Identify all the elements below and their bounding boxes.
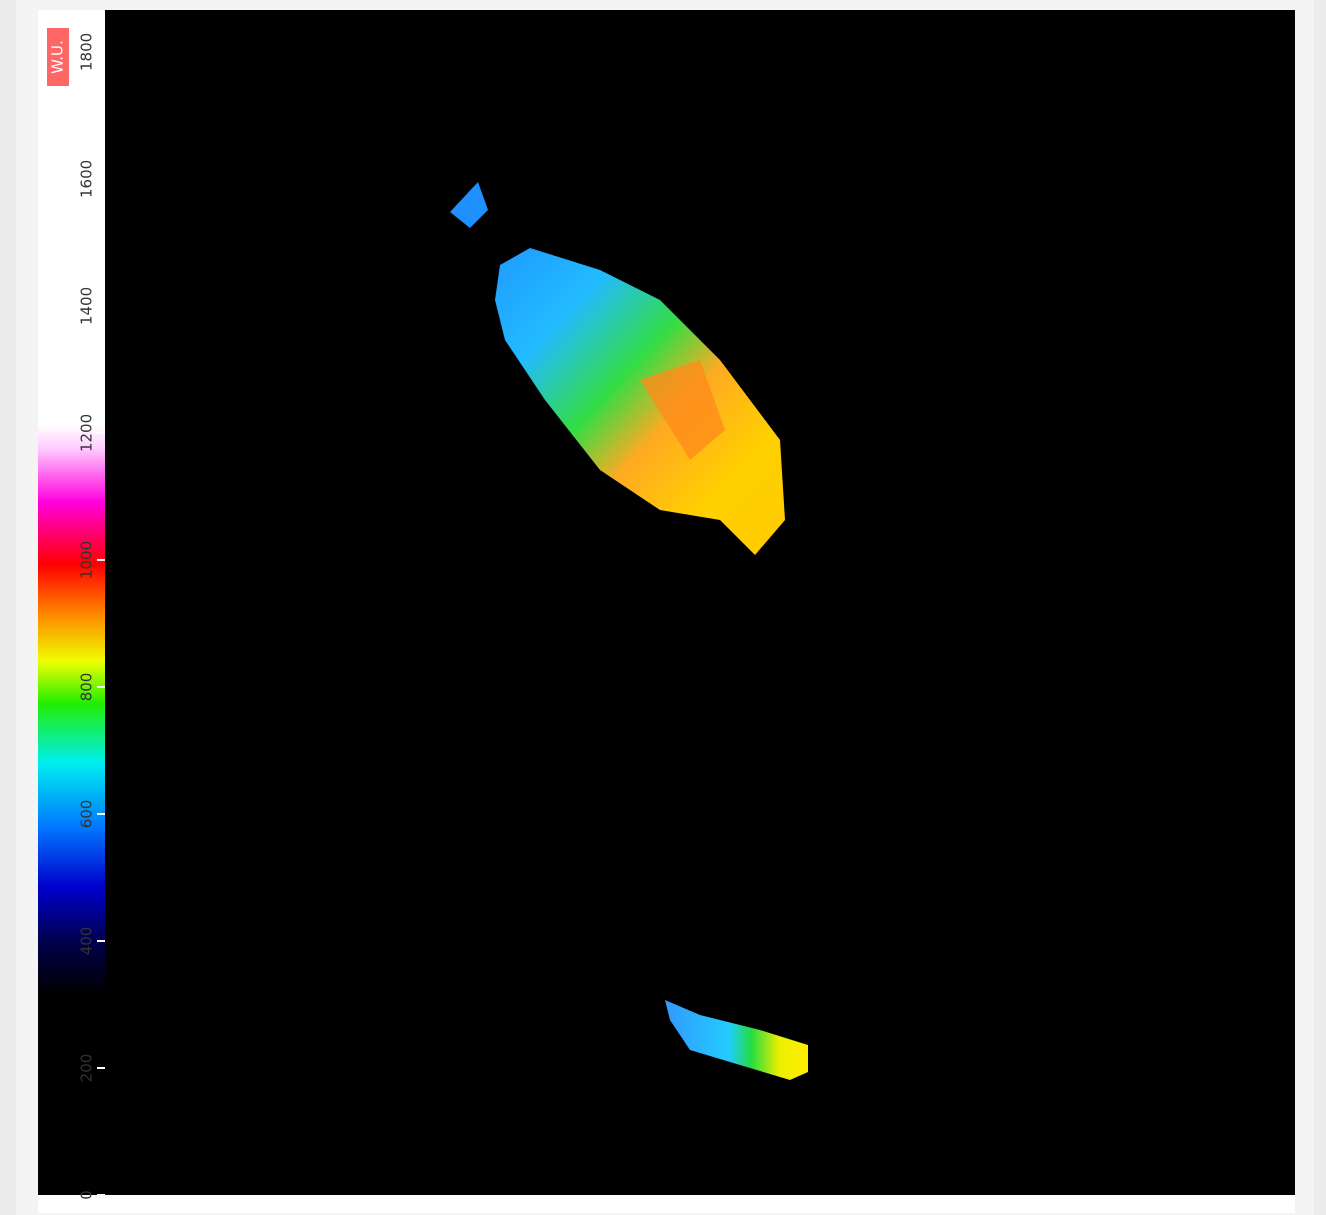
tick-label: 1200: [78, 414, 96, 452]
bottom-edge: [38, 1195, 1295, 1213]
tick-label: 800: [78, 673, 96, 702]
tick-label: 1800: [78, 33, 96, 71]
tick-label: 1000: [78, 541, 96, 579]
page: W.U. 020040060080010001200140016001800 (…: [0, 0, 1326, 1215]
tick-label: 1400: [78, 287, 96, 325]
tick-label: 400: [78, 927, 96, 956]
tick-label: 1600: [78, 160, 96, 198]
tick-label: 600: [78, 800, 96, 829]
unit-badge: W.U.: [47, 28, 69, 86]
unit-label: W.U.: [49, 40, 67, 74]
tick-label: 200: [78, 1054, 96, 1083]
viewer: W.U. 0 200 400 600 800 1000 1200 1400 1600 1800: [0, 0, 1326, 1215]
tick-label: 0: [78, 1190, 96, 1200]
